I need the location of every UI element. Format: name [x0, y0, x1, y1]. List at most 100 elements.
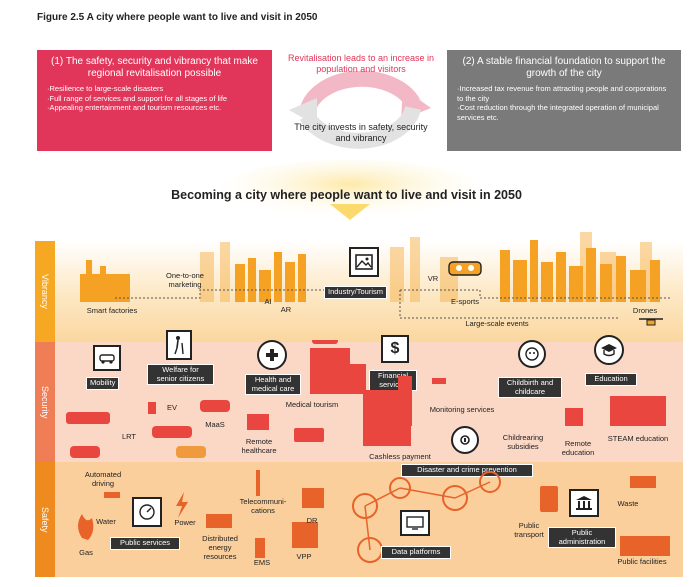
hospital-wing	[350, 364, 366, 394]
skyline-foreground	[80, 240, 660, 302]
ambulance-icon	[294, 428, 324, 442]
tap-icon	[104, 492, 120, 498]
cycle-arrow-bottom	[299, 105, 421, 149]
flame-icon	[78, 514, 94, 540]
tag-education: Education	[585, 373, 637, 386]
tag-industry-tourism: Industry/Tourism	[324, 286, 388, 299]
automated-car	[70, 446, 100, 458]
cycle-arrowhead-bottom	[289, 98, 317, 126]
label-large-scale-events: Large-scale events	[465, 319, 529, 328]
tag-data-platforms: Data platforms	[381, 546, 451, 559]
label-monitoring: Monitoring services	[429, 405, 495, 414]
label-one-to-one-marketing: One-to-one marketing	[166, 271, 204, 289]
maas-car	[200, 400, 230, 412]
tab-safety: Safety	[35, 462, 55, 577]
helicopter-icon	[312, 340, 338, 344]
network-node-4	[479, 471, 501, 493]
remote-healthcare-house	[247, 414, 269, 430]
vr-headset-icon	[448, 261, 482, 276]
label-remote-healthcare: Remote healthcare	[241, 437, 277, 455]
battery-unit	[206, 514, 232, 528]
tag-health: Health and medical care	[245, 374, 301, 395]
vpp-house	[292, 522, 318, 548]
dr-building	[302, 488, 324, 508]
security-illustrations	[66, 340, 666, 458]
facility-building	[620, 536, 670, 556]
tag-welfare: Welfare for senior citizens	[147, 364, 214, 385]
bus-icon	[540, 486, 558, 512]
label-steam: STEAM education	[607, 434, 669, 443]
panel-right-item: Cost reduction through the integrated op…	[457, 103, 671, 122]
label-maas: MaaS	[205, 420, 225, 429]
graduation-cap-icon	[594, 335, 624, 365]
waste-truck	[630, 476, 656, 488]
label-ar: AR	[280, 305, 292, 314]
hospital-building	[310, 348, 350, 394]
car-tablet-icon	[93, 345, 121, 371]
label-ev: EV	[166, 403, 177, 412]
figure-title: Figure 2.5 A city where people want to l…	[37, 12, 318, 23]
antenna-icon	[256, 470, 260, 496]
train-icon	[66, 412, 110, 424]
label-drones: Drones	[632, 306, 658, 315]
label-ai: AI	[264, 297, 272, 306]
network-node-3	[442, 485, 468, 511]
medical-cross-icon	[257, 340, 287, 370]
cycle-middle-text: The city invests in safety, security and…	[294, 122, 428, 143]
automated-car-orange	[176, 446, 206, 458]
monitoring-camera	[432, 378, 446, 384]
panel-right-heading: (2) A stable financial foundation to sup…	[462, 56, 666, 79]
tag-disaster: Disaster and crime prevention	[401, 464, 533, 477]
walker-icon	[166, 330, 192, 360]
network-link-4	[364, 505, 371, 551]
school-building	[610, 396, 666, 426]
label-dr: DR	[306, 516, 318, 525]
label-cashless: Cashless payment	[369, 452, 431, 461]
label-water: Water	[96, 517, 116, 526]
tag-public-services: Public services	[110, 537, 180, 550]
tag-mobility: Mobility	[86, 377, 120, 390]
tag-public-administration: Public administration	[548, 527, 616, 548]
label-ems: EMS	[253, 558, 271, 567]
panel-safety-vibrancy: (1) The safety, security and vibrancy th…	[37, 50, 272, 151]
picture-icon	[349, 247, 379, 277]
tag-childbirth: Childbirth and childcare	[498, 377, 562, 398]
panel-left-heading: (1) The safety, security and vibrancy th…	[51, 56, 258, 79]
network-link-2	[399, 487, 456, 499]
panel-left-item: Resilience to large-scale disasters	[47, 84, 262, 94]
label-waste: Waste	[617, 499, 639, 508]
label-distributed-energy: Distributed energy resources	[202, 534, 238, 561]
tab-vibrancy: Vibrancy	[35, 241, 55, 342]
monitor-icon	[400, 510, 430, 536]
car-red	[152, 426, 192, 438]
ems-tower	[255, 538, 265, 558]
tab-security-label: Security	[40, 385, 50, 419]
label-remote-education: Remote education	[561, 439, 595, 457]
panel-left-item: Appealing entertainment and tourism reso…	[47, 103, 262, 113]
city-skyline	[80, 232, 660, 302]
main-heading: Becoming a city where people want to liv…	[171, 188, 522, 202]
remote-education-house	[565, 408, 583, 426]
tab-vibrancy-label: Vibrancy	[40, 274, 50, 309]
label-public-facilities: Public facilities	[617, 557, 667, 566]
label-public-transport: Public transport	[514, 521, 544, 539]
cycle-arrows	[289, 70, 431, 149]
tab-safety-label: Safety	[40, 506, 50, 533]
safety-illustrations	[78, 470, 670, 563]
network-node-1	[352, 493, 378, 519]
label-vr: VR	[427, 274, 439, 283]
government-building-icon	[569, 489, 599, 517]
heading-glow	[220, 160, 480, 220]
dollar-icon: $	[381, 335, 409, 363]
tab-security: Security	[35, 342, 55, 462]
label-vpp: VPP	[296, 552, 312, 561]
label-power: Power	[174, 518, 196, 527]
cycle-arrow-top	[299, 70, 420, 115]
meter-icon	[132, 497, 162, 527]
panel-right-item: Increased tax revenue from attracting pe…	[457, 84, 671, 103]
label-e-sports: E-sports	[451, 297, 479, 306]
label-automated-driving: Automated driving	[84, 470, 122, 488]
heading-pointer	[330, 204, 370, 220]
drone-icon	[639, 318, 663, 326]
lightning-icon	[176, 492, 188, 518]
